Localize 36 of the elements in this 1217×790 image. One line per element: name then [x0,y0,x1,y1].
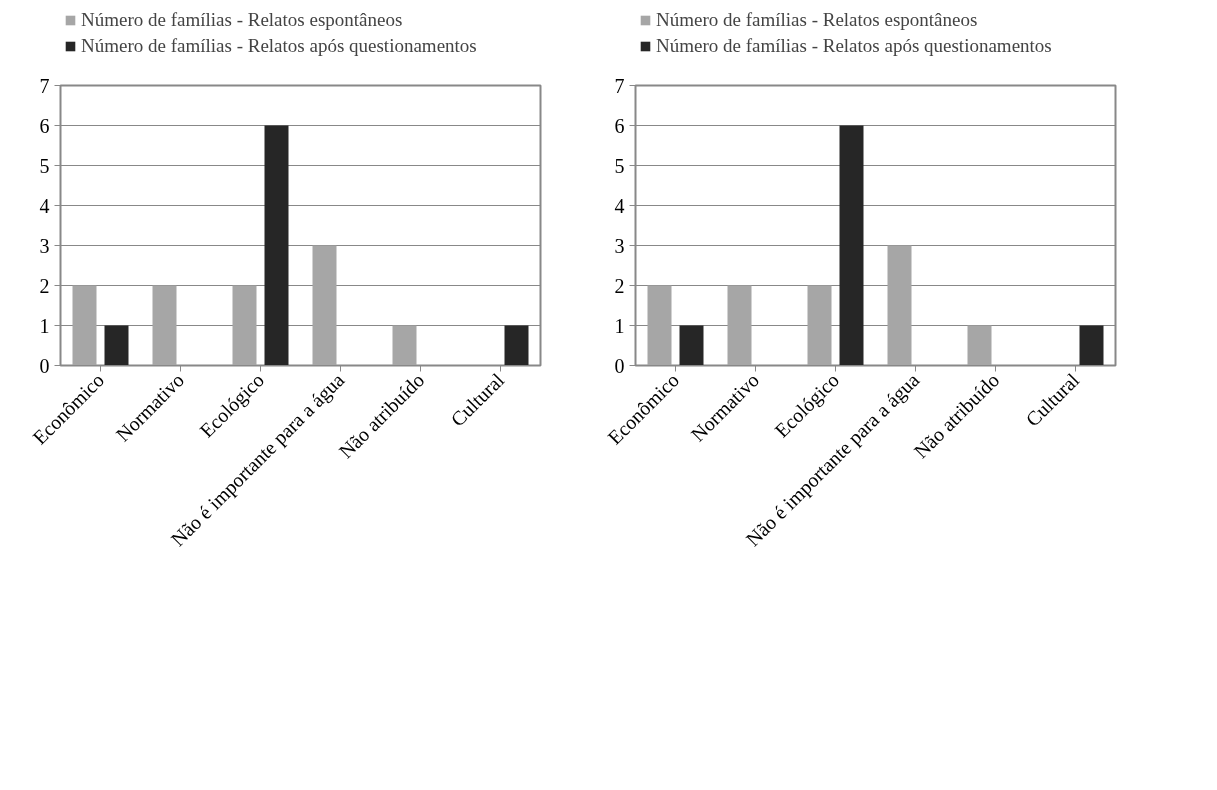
bar [392,325,417,366]
y-tick-label: 6 [39,114,50,137]
y-tick-label: 1 [614,314,625,337]
bar [967,325,992,366]
y-tick-label: 2 [39,274,50,297]
bar [312,245,337,366]
y-tick-label: 4 [614,194,625,217]
bar [679,325,704,366]
bar [264,125,289,366]
bar [232,285,257,366]
y-tick-label: 7 [614,74,625,97]
y-tick-label: 3 [614,234,625,257]
bar [887,245,912,366]
bar [807,285,832,366]
legend-label: Número de famílias - Relatos após questionamentos [81,35,477,57]
y-tick-label: 5 [614,154,625,177]
legend-label: Número de famílias - Relatos após questionamentos [656,35,1052,57]
y-tick-label: 7 [39,74,50,97]
bar [727,285,752,366]
bar [72,285,97,366]
y-tick-label: 3 [39,234,50,257]
legend-label: Número de famílias - Relatos espontâneos [81,9,403,31]
y-tick-label: 0 [614,354,625,377]
bar [104,325,129,366]
bar [504,325,529,366]
y-tick-label: 6 [614,114,625,137]
y-tick-label: 0 [39,354,50,377]
bar [839,125,864,366]
bar [152,285,177,366]
y-tick-label: 2 [614,274,625,297]
y-tick-label: 4 [39,194,50,217]
legend-label: Número de famílias - Relatos espontâneos [656,9,978,31]
y-tick-label: 1 [39,314,50,337]
bar [1079,325,1104,366]
y-tick-label: 5 [39,154,50,177]
bar [647,285,672,366]
